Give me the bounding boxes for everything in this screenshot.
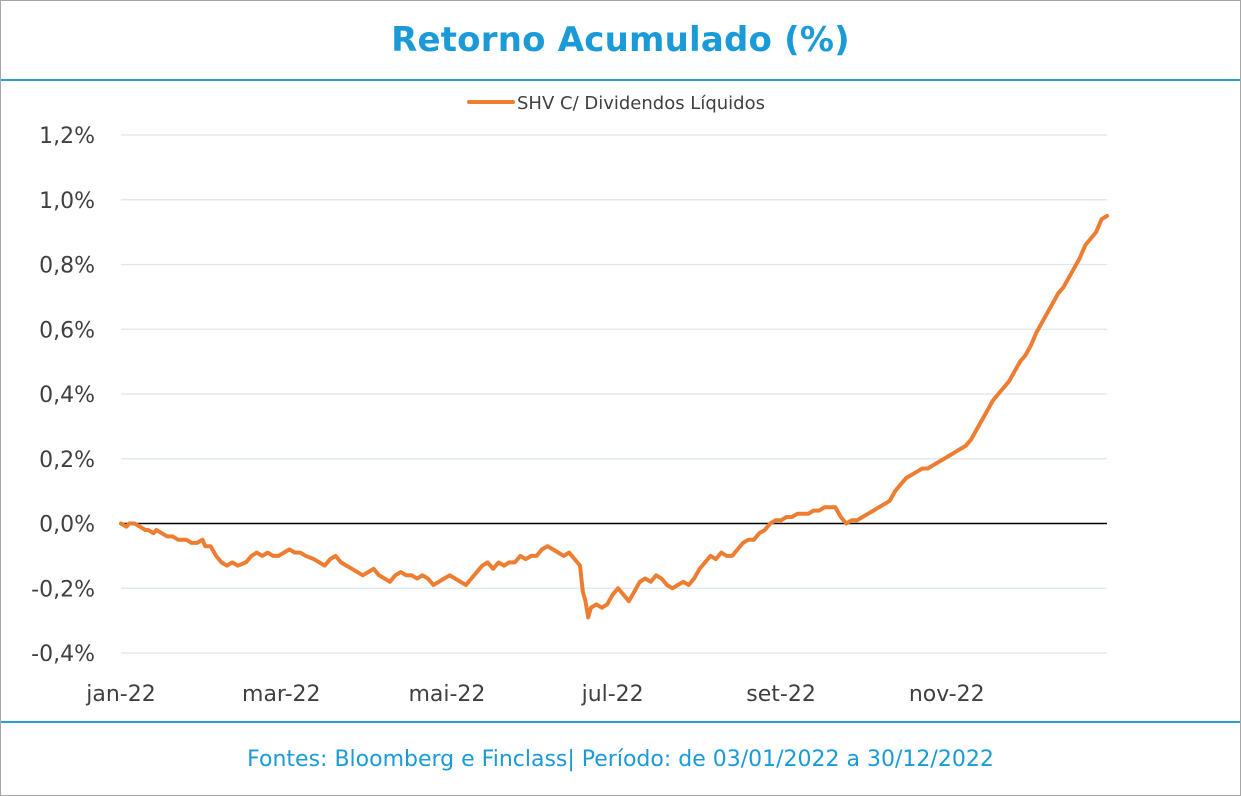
y-tick-label: -0,2% [31,577,95,602]
x-tick-label: set-22 [746,682,816,707]
y-axis-ticks: -0,4% -0,2% 0,0% 0,2% 0,4% 0,6% 0,8% 1,0% 1,2% [31,124,95,667]
y-tick-label: 1,2% [39,124,95,149]
y-tick-label: 1,0% [39,189,95,214]
y-tick-label: 0,4% [39,383,95,408]
x-tick-label: mai-22 [408,682,485,707]
gridlines [121,134,1107,654]
y-tick-label: 0,6% [39,318,95,343]
y-tick-label: 0,8% [39,254,95,279]
legend: SHV C/ Dividendos Líquidos [467,93,765,114]
chart-footer: Fontes: Bloomberg e Finclass| Período: d… [247,746,994,772]
y-tick-label: 0,2% [39,448,95,473]
x-tick-label: jul-22 [581,682,644,707]
series-lines [119,213,1109,620]
x-axis-ticks: jan-22 mar-22 mai-22 jul-22 set-22 nov-22 [85,682,984,707]
title-divider [1,79,1240,81]
chart-title: Retorno Acumulado (%) [391,20,850,60]
y-tick-label: -0,4% [31,642,95,667]
y-tick-label: 0,0% [39,513,95,538]
x-tick-label: jan-22 [85,682,155,707]
legend-label: SHV C/ Dividendos Líquidos [517,93,765,114]
x-tick-label: nov-22 [909,682,985,707]
series-line [119,213,1109,620]
footer-divider [1,721,1240,723]
x-tick-label: mar-22 [242,682,320,707]
line-chart: -0,4% -0,2% 0,0% 0,2% 0,4% 0,6% 0,8% 1,0% 1,2% j… [31,93,1109,707]
